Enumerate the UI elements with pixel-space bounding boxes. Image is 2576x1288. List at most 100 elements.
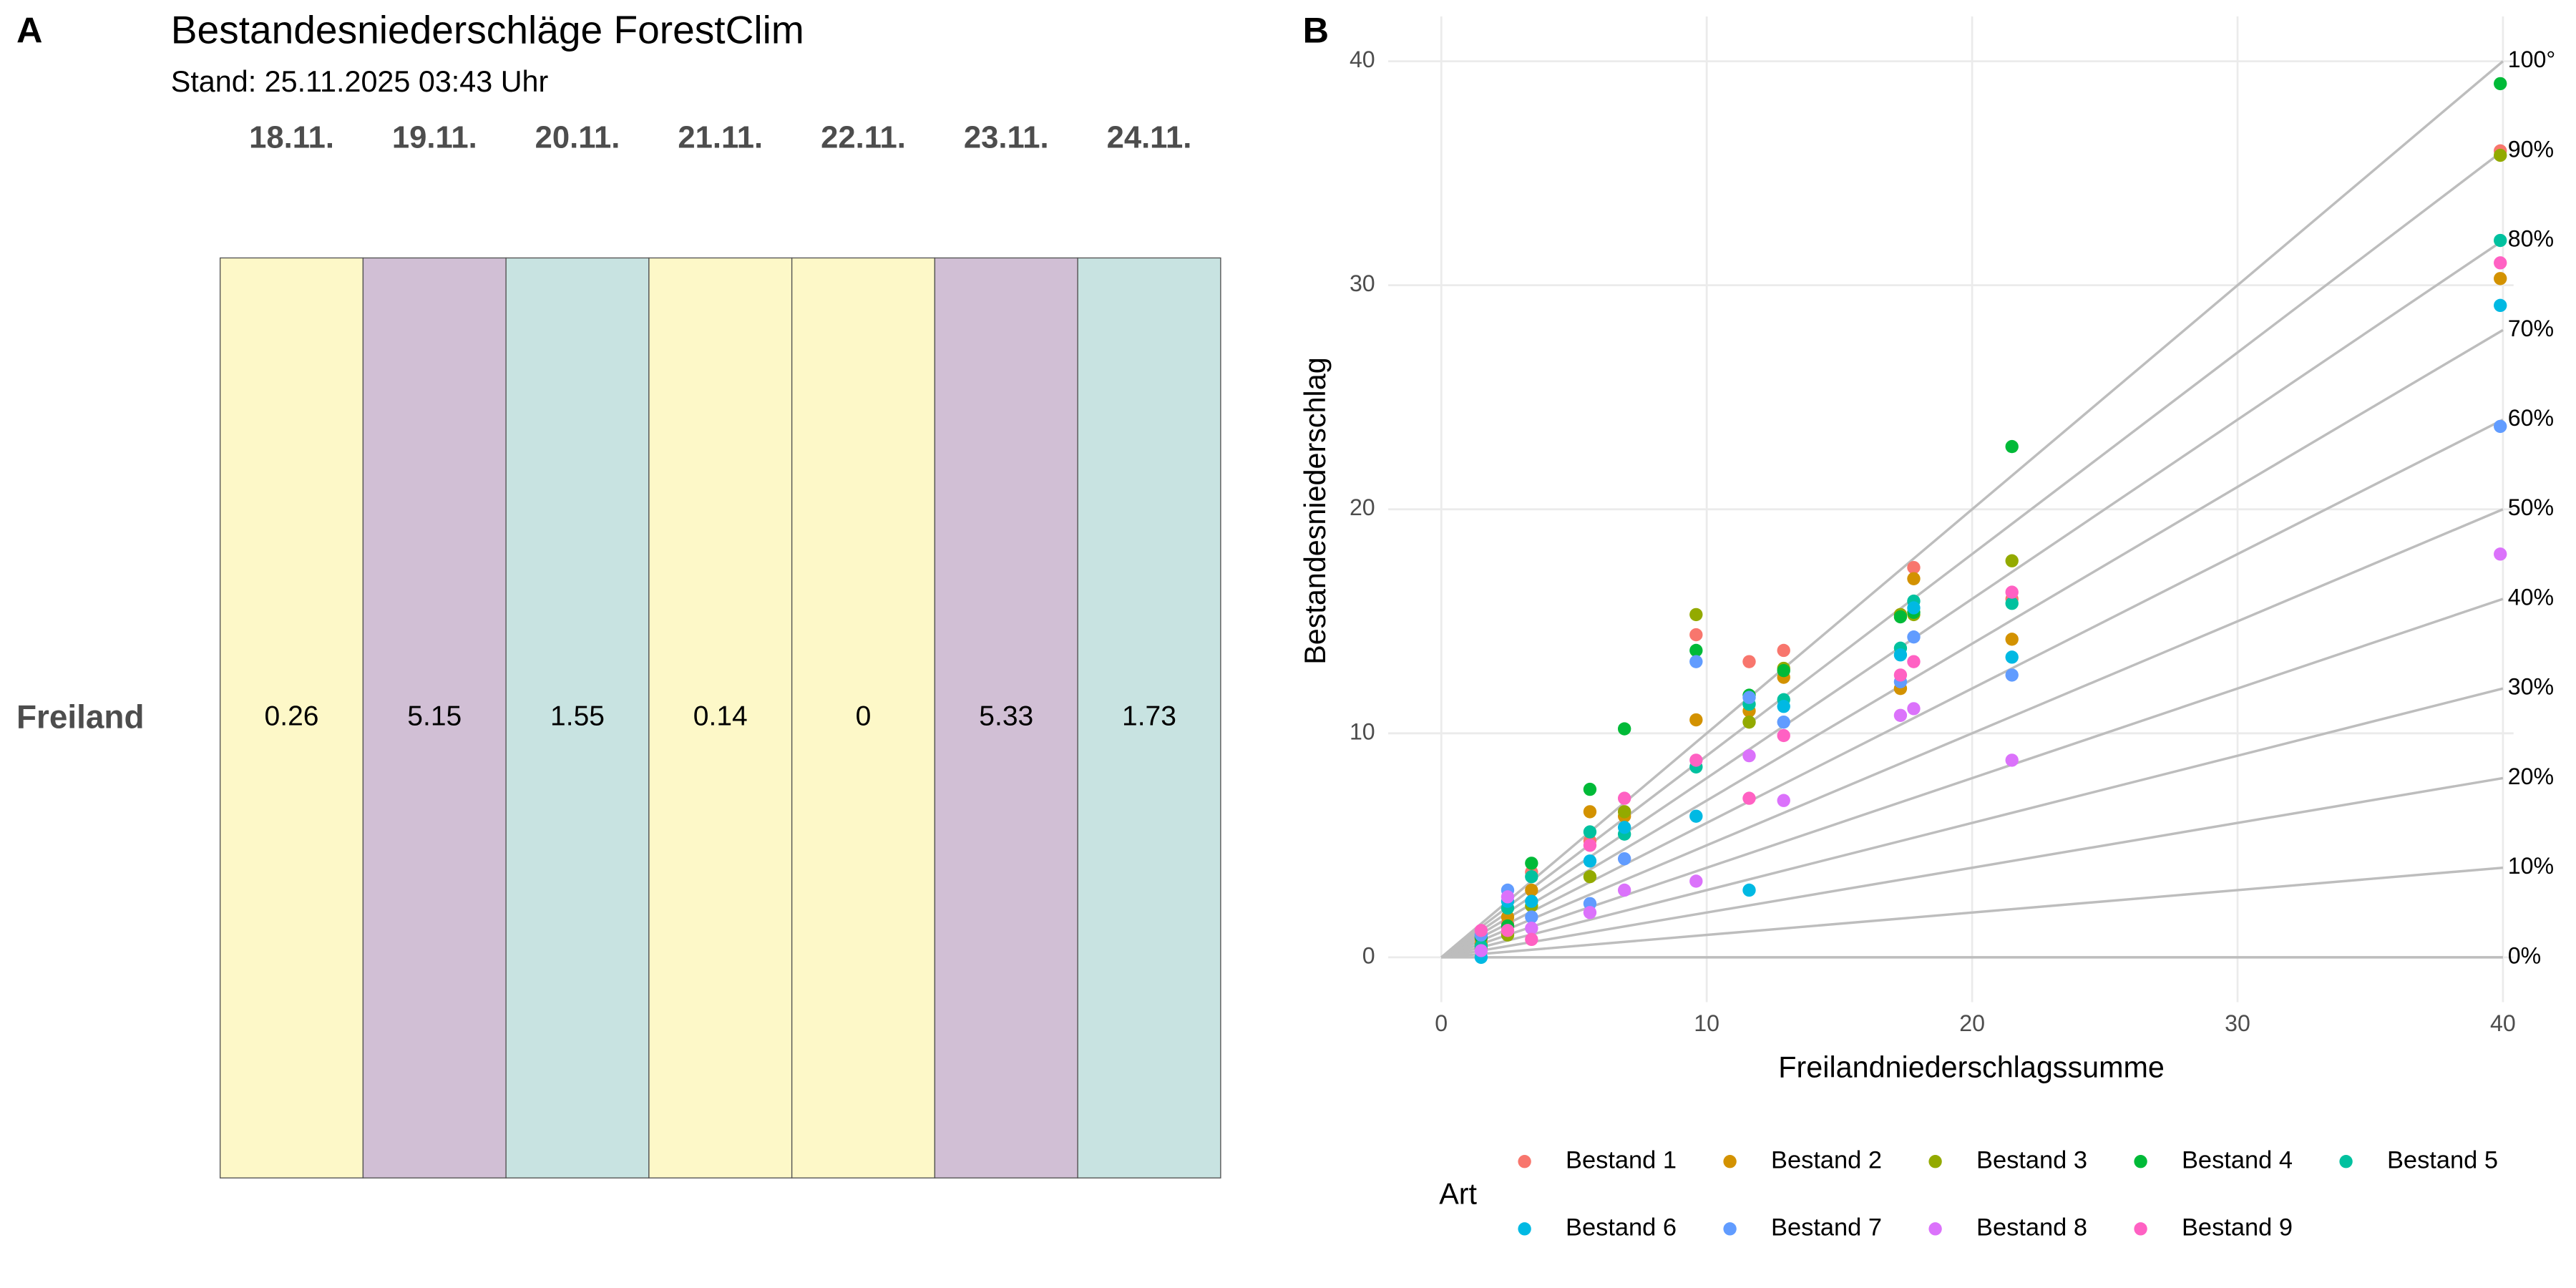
point — [1777, 728, 1790, 743]
point — [1583, 854, 1597, 868]
y-tick-label: 10 — [1350, 718, 1375, 744]
tile — [362, 257, 507, 1179]
legend-marker — [1928, 1222, 1942, 1236]
legend-marker — [1928, 1155, 1942, 1169]
legend-label: Bestand 1 — [1566, 1146, 1677, 1174]
point — [1689, 628, 1703, 642]
reference-line — [1440, 418, 2504, 959]
point — [1907, 560, 1921, 575]
point — [1474, 924, 1488, 937]
point — [1742, 883, 1756, 897]
point — [1777, 700, 1790, 713]
point — [1501, 924, 1515, 937]
legend-marker — [2339, 1155, 2353, 1169]
reference-line — [1440, 597, 2504, 959]
column-label: 22.11. — [821, 121, 906, 155]
x-tick-label: 10 — [1694, 1010, 1719, 1036]
point — [1525, 883, 1538, 897]
point — [2005, 439, 2019, 454]
tile — [648, 257, 793, 1179]
point — [1501, 890, 1515, 904]
point — [1583, 782, 1597, 796]
y-tick-label: 30 — [1350, 270, 1375, 296]
point — [1689, 809, 1703, 823]
tile-value: 0 — [856, 701, 872, 732]
legend-label: Bestand 6 — [1566, 1214, 1677, 1241]
reference-label: 100° — [2508, 47, 2555, 72]
legend-marker — [1723, 1155, 1737, 1169]
x-tick-label: 0 — [1435, 1010, 1448, 1036]
point — [1689, 655, 1703, 668]
tile-value: 5.15 — [407, 701, 462, 732]
y-tick-label: 40 — [1350, 47, 1375, 72]
point — [1525, 870, 1538, 884]
point — [1617, 852, 1631, 866]
point — [1525, 932, 1538, 947]
point — [1474, 944, 1488, 957]
point — [1907, 572, 1921, 585]
legend-title: Art — [1439, 1177, 1477, 1210]
point — [2005, 650, 2019, 664]
point — [1742, 691, 1756, 704]
point — [1689, 753, 1703, 767]
reference-line — [1440, 150, 2504, 959]
point — [1742, 791, 1756, 805]
tile — [505, 257, 650, 1179]
point — [1893, 610, 1908, 624]
tile-value: 0.14 — [693, 701, 748, 732]
point — [2494, 298, 2507, 313]
point — [1777, 643, 1790, 658]
chart-subtitle: Stand: 25.11.2025 03:43 Uhr — [171, 65, 549, 98]
point — [2494, 148, 2507, 162]
legend-label: Bestand 3 — [1976, 1146, 2087, 1174]
panel-label: A — [16, 9, 42, 50]
point — [1689, 643, 1703, 658]
legend-marker — [1518, 1222, 1531, 1236]
point — [2005, 597, 2019, 610]
column-label: 23.11. — [964, 121, 1049, 155]
point — [1525, 857, 1538, 870]
point — [2005, 585, 2019, 599]
point — [1742, 715, 1756, 729]
point — [1742, 748, 1756, 763]
point — [1525, 910, 1538, 924]
reference-label: 40% — [2508, 584, 2554, 610]
tile-value: 0.26 — [265, 701, 319, 732]
legend-label: Bestand 5 — [2387, 1146, 2498, 1174]
point — [1617, 821, 1631, 834]
point — [1583, 805, 1597, 819]
legend-label: Bestand 8 — [1976, 1214, 2087, 1241]
point — [1617, 722, 1631, 736]
tile — [934, 257, 1078, 1179]
reference-label: 90% — [2508, 136, 2554, 162]
reference-label: 10% — [2508, 853, 2554, 879]
point — [1907, 601, 1921, 615]
panel-label: B — [1303, 9, 1329, 50]
point — [2494, 547, 2507, 561]
point — [2494, 256, 2507, 270]
column-label: 18.11. — [249, 121, 334, 155]
reference-label: 80% — [2508, 226, 2554, 252]
point — [1617, 791, 1631, 805]
point — [2005, 753, 2019, 767]
point — [2005, 554, 2019, 567]
legend-label: Bestand 7 — [1771, 1214, 1882, 1241]
y-tick-label: 20 — [1350, 494, 1375, 520]
point — [1893, 668, 1908, 682]
point — [1525, 894, 1538, 908]
reference-line — [1440, 239, 2504, 959]
point — [2494, 77, 2507, 91]
point — [2005, 633, 2019, 646]
legend-label: Bestand 2 — [1771, 1146, 1882, 1174]
tile-value: 5.33 — [979, 701, 1033, 732]
point — [1583, 825, 1597, 839]
point — [2005, 668, 2019, 682]
point — [2494, 272, 2507, 286]
tile — [791, 257, 936, 1179]
reference-label: 30% — [2508, 674, 2554, 700]
reference-label: 20% — [2508, 763, 2554, 789]
reference-line — [1440, 60, 2504, 959]
legend-label: Bestand 9 — [2182, 1214, 2293, 1241]
point — [1617, 883, 1631, 897]
